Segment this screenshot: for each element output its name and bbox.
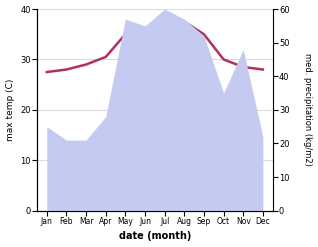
Y-axis label: max temp (C): max temp (C) bbox=[5, 79, 15, 141]
Y-axis label: med. precipitation (kg/m2): med. precipitation (kg/m2) bbox=[303, 53, 313, 166]
X-axis label: date (month): date (month) bbox=[119, 231, 191, 242]
